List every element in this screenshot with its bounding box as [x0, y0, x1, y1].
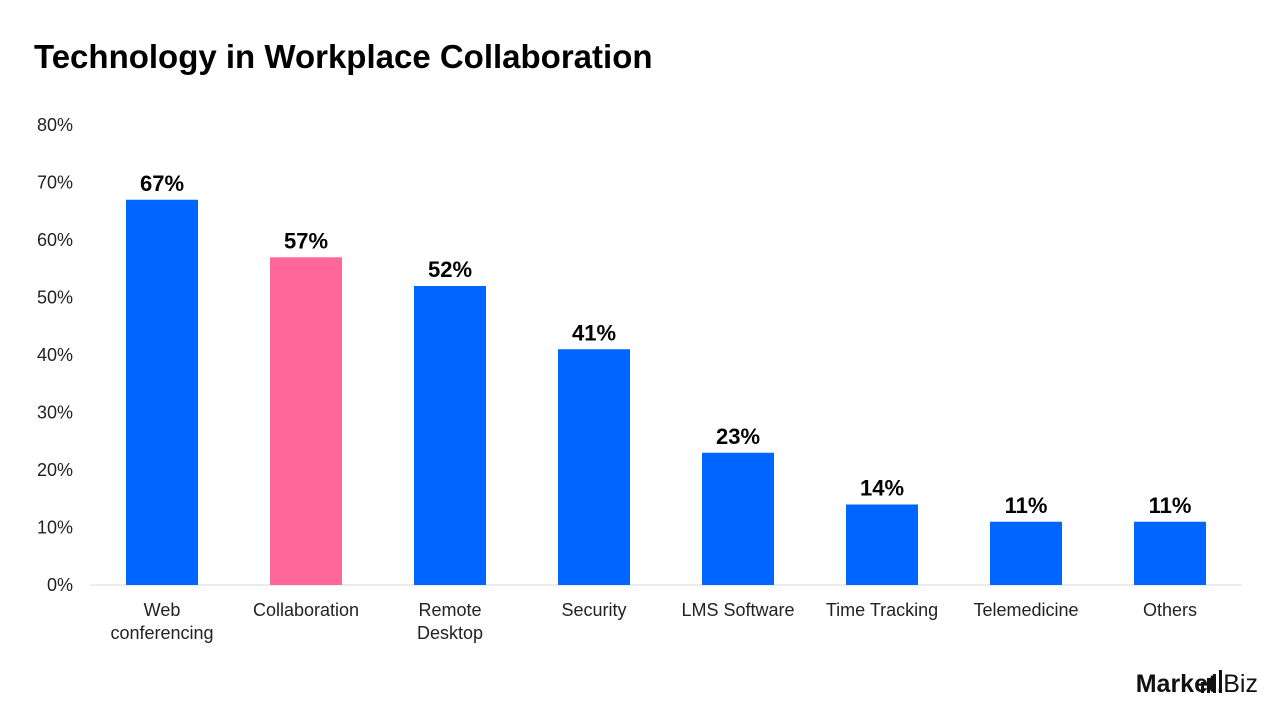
data-label: 57%: [284, 228, 328, 253]
logo-text-regular: .Biz: [1216, 670, 1258, 698]
chart-title: Technology in Workplace Collaboration: [34, 38, 653, 75]
logo-text-bold: Market: [1135, 670, 1217, 698]
x-tick-label: Telemedicine: [973, 600, 1078, 620]
x-tick-label: Web conferencing: [110, 600, 213, 643]
y-tick-label: 0%: [47, 575, 73, 595]
bar-collaboration: [270, 257, 342, 585]
data-label: 11%: [1149, 493, 1192, 518]
logo-bar-icon: [1207, 678, 1210, 693]
marketbiz-logo: Market .Biz: [1136, 670, 1258, 699]
y-tick-label: 60%: [37, 230, 73, 250]
data-label: 67%: [140, 171, 184, 196]
logo-bar-icon: [1219, 670, 1222, 693]
x-tick-label: Remote Desktop: [417, 600, 483, 643]
y-tick-label: 70%: [37, 173, 73, 193]
logo-bar-icon: [1201, 682, 1204, 693]
data-label: 14%: [860, 476, 904, 501]
y-tick-label: 80%: [37, 115, 73, 135]
data-label: 23%: [716, 424, 760, 449]
x-tick-label: Security: [561, 600, 626, 620]
x-tick-label: LMS Software: [681, 600, 794, 620]
data-label: 52%: [428, 257, 472, 282]
bar-telemedicine: [990, 521, 1062, 585]
bar-lms-software: [702, 452, 774, 585]
y-tick-label: 50%: [37, 288, 73, 308]
bar-security: [558, 349, 630, 585]
y-tick-label: 30%: [37, 403, 73, 423]
bar-others: [1134, 521, 1206, 585]
bar-remote-desktop: [414, 286, 486, 585]
y-tick-label: 20%: [37, 460, 73, 480]
data-label: 11%: [1005, 493, 1048, 518]
logo-bar-icon: [1213, 674, 1216, 693]
x-tick-label: Collaboration: [253, 600, 359, 620]
x-tick-label: Time Tracking: [826, 600, 938, 620]
bar-time-tracking: [846, 504, 918, 585]
data-label: 41%: [572, 320, 616, 345]
y-tick-label: 40%: [37, 345, 73, 365]
x-tick-label: Others: [1143, 600, 1197, 620]
y-tick-label: 10%: [37, 518, 73, 538]
bar-web-conferencing: [126, 199, 198, 585]
